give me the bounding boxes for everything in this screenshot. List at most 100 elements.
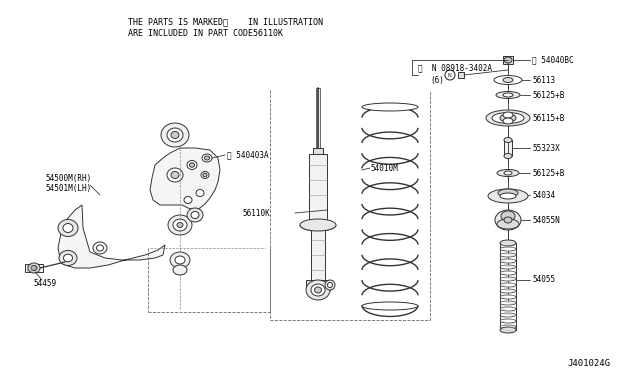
- Ellipse shape: [500, 114, 516, 122]
- Ellipse shape: [504, 138, 512, 142]
- Ellipse shape: [500, 313, 516, 317]
- Ellipse shape: [187, 160, 197, 170]
- Ellipse shape: [63, 254, 72, 262]
- Ellipse shape: [187, 208, 203, 222]
- Bar: [25, 264, 43, 272]
- Text: 54055N: 54055N: [532, 215, 560, 224]
- Polygon shape: [150, 148, 220, 210]
- Ellipse shape: [202, 154, 212, 162]
- Ellipse shape: [31, 266, 37, 270]
- Ellipse shape: [500, 259, 516, 263]
- Ellipse shape: [170, 252, 190, 268]
- Text: 56115+B: 56115+B: [532, 113, 564, 122]
- Ellipse shape: [497, 170, 519, 176]
- Ellipse shape: [504, 57, 512, 63]
- Text: 56113: 56113: [532, 76, 555, 84]
- Text: ※ 540403A: ※ 540403A: [227, 151, 269, 160]
- Ellipse shape: [205, 156, 209, 160]
- Text: 56110K: 56110K: [243, 208, 270, 218]
- Ellipse shape: [328, 282, 333, 288]
- Ellipse shape: [500, 265, 516, 269]
- Ellipse shape: [63, 224, 73, 232]
- Ellipse shape: [500, 193, 516, 199]
- Ellipse shape: [203, 173, 207, 177]
- Ellipse shape: [311, 284, 325, 296]
- Ellipse shape: [503, 118, 513, 124]
- Text: ARE INCLUDED IN PART CODE56110K: ARE INCLUDED IN PART CODE56110K: [128, 29, 283, 38]
- Ellipse shape: [503, 112, 513, 118]
- Ellipse shape: [362, 103, 418, 111]
- Ellipse shape: [500, 240, 516, 246]
- Ellipse shape: [504, 154, 512, 158]
- Text: ※  N 08918-3402A: ※ N 08918-3402A: [418, 64, 492, 73]
- Ellipse shape: [500, 271, 516, 275]
- Ellipse shape: [325, 280, 335, 290]
- Ellipse shape: [500, 301, 516, 305]
- Ellipse shape: [488, 189, 528, 203]
- Ellipse shape: [486, 110, 530, 126]
- Ellipse shape: [306, 280, 330, 300]
- Ellipse shape: [492, 112, 524, 124]
- Ellipse shape: [500, 319, 516, 323]
- Text: (6): (6): [430, 76, 444, 84]
- Ellipse shape: [173, 219, 187, 231]
- Text: 54010M: 54010M: [370, 164, 397, 173]
- Ellipse shape: [497, 219, 519, 229]
- Ellipse shape: [177, 222, 183, 228]
- Ellipse shape: [97, 245, 104, 251]
- Ellipse shape: [168, 215, 192, 235]
- Text: 56125+B: 56125+B: [532, 169, 564, 177]
- Ellipse shape: [93, 242, 107, 254]
- Bar: [503, 56, 513, 64]
- Ellipse shape: [175, 256, 185, 264]
- Text: 54459: 54459: [33, 279, 56, 288]
- Ellipse shape: [161, 123, 189, 147]
- Ellipse shape: [500, 247, 516, 251]
- Ellipse shape: [196, 189, 204, 196]
- Ellipse shape: [201, 171, 209, 179]
- Text: N: N: [448, 73, 452, 77]
- Ellipse shape: [184, 196, 192, 203]
- Text: 54501M(LH): 54501M(LH): [45, 183, 92, 192]
- Ellipse shape: [500, 307, 516, 311]
- Text: 54055: 54055: [532, 276, 555, 285]
- Bar: [311, 228, 325, 283]
- Text: 55323X: 55323X: [532, 144, 560, 153]
- Ellipse shape: [496, 92, 520, 99]
- Bar: [306, 280, 330, 290]
- Polygon shape: [58, 205, 165, 268]
- Bar: [504, 140, 512, 156]
- Ellipse shape: [503, 77, 513, 83]
- Ellipse shape: [314, 287, 321, 293]
- Ellipse shape: [500, 289, 516, 293]
- Ellipse shape: [300, 219, 336, 231]
- Text: ※ 54040BC: ※ 54040BC: [532, 55, 573, 64]
- Bar: [500, 243, 516, 330]
- Bar: [458, 72, 464, 78]
- Ellipse shape: [171, 131, 179, 138]
- Ellipse shape: [495, 210, 521, 230]
- Ellipse shape: [500, 325, 516, 329]
- Ellipse shape: [500, 253, 516, 257]
- Bar: [309, 154, 327, 224]
- Text: J401024G: J401024G: [567, 359, 610, 368]
- Text: 54034: 54034: [532, 190, 555, 199]
- Ellipse shape: [362, 302, 418, 310]
- Ellipse shape: [167, 128, 183, 142]
- Ellipse shape: [494, 76, 522, 84]
- Ellipse shape: [173, 265, 187, 275]
- Ellipse shape: [504, 171, 512, 175]
- Ellipse shape: [58, 219, 78, 237]
- Ellipse shape: [189, 163, 195, 167]
- Text: 56125+B: 56125+B: [532, 90, 564, 99]
- Bar: [313, 148, 323, 154]
- Ellipse shape: [500, 283, 516, 287]
- Text: THE PARTS IS MARKED※    IN ILLUSTRATION: THE PARTS IS MARKED※ IN ILLUSTRATION: [128, 17, 323, 26]
- Ellipse shape: [500, 277, 516, 281]
- Ellipse shape: [501, 211, 515, 221]
- Ellipse shape: [171, 171, 179, 179]
- Ellipse shape: [28, 263, 40, 273]
- Bar: [316, 88, 320, 148]
- Text: 54500M(RH): 54500M(RH): [45, 173, 92, 183]
- Ellipse shape: [498, 189, 518, 197]
